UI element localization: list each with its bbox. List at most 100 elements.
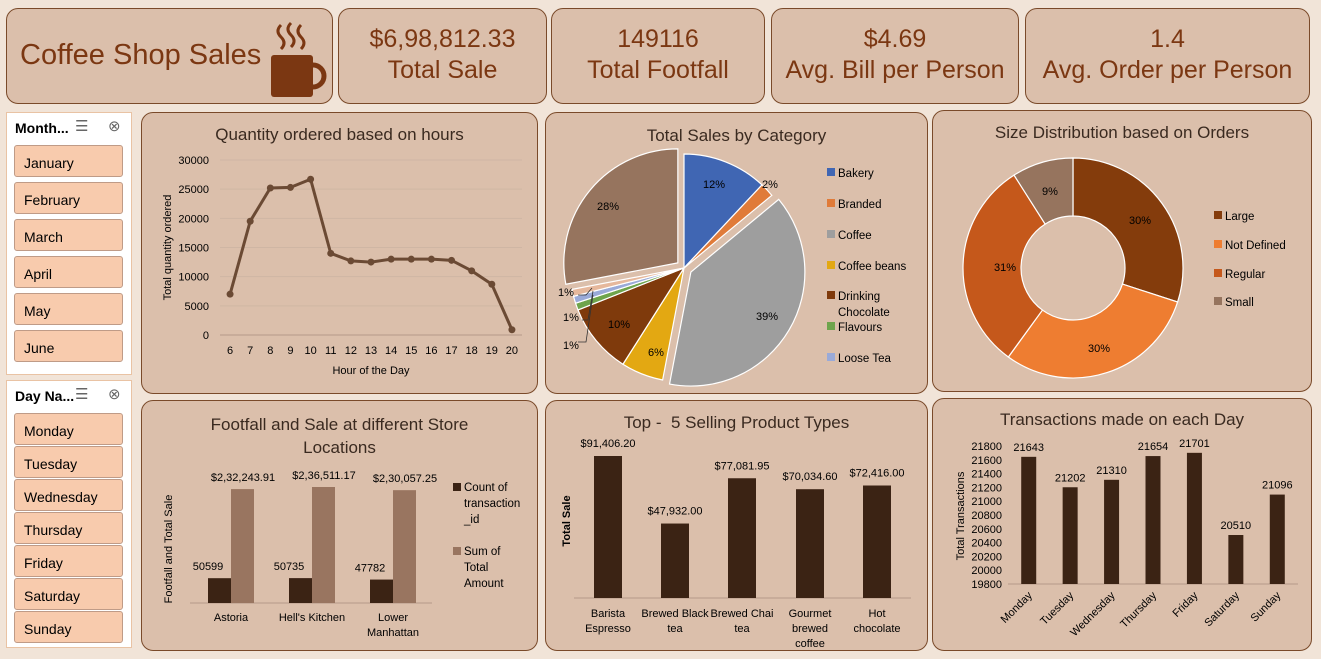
daily-transactions-chart-card: Transactions made on each Day 19800 20000… — [932, 398, 1312, 651]
legend-label: Branded — [838, 199, 881, 211]
x-tick-label: coffee — [795, 638, 825, 650]
x-tick-label: Monday — [999, 589, 1036, 626]
coffee-cup-icon — [271, 21, 327, 97]
y-tick-label: 20000 — [178, 213, 209, 225]
month-item-may[interactable]: May — [14, 293, 123, 325]
bar — [1228, 535, 1244, 584]
x-tick-label: Wednesday — [1068, 589, 1118, 639]
y-tick-label: 10000 — [178, 272, 209, 284]
legend-swatch — [827, 353, 835, 361]
day-item-sunday[interactable]: Sunday — [14, 611, 123, 643]
legend-label: Large — [1225, 211, 1254, 223]
data-label: 39% — [756, 311, 778, 323]
data-label: 21202 — [1055, 472, 1086, 484]
bar-footfall — [208, 578, 231, 603]
bar — [594, 456, 622, 598]
x-tick-label: Hell's Kitchen — [279, 612, 345, 624]
pie-slice — [668, 198, 806, 387]
pie-slice — [571, 267, 685, 298]
month-item-june[interactable]: June — [14, 330, 123, 362]
data-point — [266, 184, 274, 192]
day-item-monday[interactable]: Monday — [14, 413, 123, 445]
page-title: Coffee Shop Sales — [20, 39, 262, 71]
day-item-friday[interactable]: Friday — [14, 545, 123, 577]
chart-title: Quantity ordered based on hours — [215, 125, 464, 144]
day-item-thursday[interactable]: Thursday — [14, 512, 123, 544]
kpi-total-sale: $6,98,812.33 Total Sale — [338, 8, 547, 104]
month-slicer: Month... ☰ ⊗ January February March Apri… — [6, 112, 132, 375]
data-point — [347, 257, 355, 265]
y-tick-label: 21600 — [971, 455, 1002, 467]
data-point — [407, 255, 415, 263]
donut-slice — [1013, 157, 1074, 225]
data-point — [448, 256, 456, 264]
x-tick-label: 7 — [247, 345, 253, 357]
legend-swatch — [827, 261, 835, 269]
x-tick-label: Hot — [868, 608, 885, 620]
chart-title: Size Distribution based on Orders — [994, 123, 1250, 142]
kpi-label: Avg. Order per Person — [1042, 56, 1293, 84]
data-label: 10% — [608, 319, 630, 331]
data-label: 2% — [762, 179, 778, 191]
x-tick-label: Brewed Chai — [711, 608, 774, 620]
day-item-wednesday[interactable]: Wednesday — [14, 479, 123, 511]
data-label: 21654 — [1138, 441, 1169, 453]
x-tick-label: Astoria — [214, 612, 249, 624]
x-tick-label: 8 — [267, 345, 273, 357]
legend-label: Not Defined — [1225, 240, 1286, 252]
month-slicer-header: Month... — [15, 120, 69, 136]
y-axis-title: Footfall and Total Sale — [163, 495, 175, 604]
legend-label: Total — [464, 562, 488, 574]
month-item-march[interactable]: March — [14, 219, 123, 251]
data-label: $91,406.20 — [580, 438, 635, 450]
legend-swatch — [1214, 240, 1222, 248]
clear-filter-icon[interactable]: ⊗ — [108, 386, 121, 403]
bar — [1269, 494, 1285, 584]
x-tick-label: 9 — [287, 345, 293, 357]
day-item-tuesday[interactable]: Tuesday — [14, 446, 123, 478]
x-tick-label: 15 — [405, 345, 417, 357]
bar — [1021, 456, 1037, 584]
data-label: 31% — [994, 262, 1016, 274]
bar — [1186, 452, 1202, 584]
multi-select-icon[interactable]: ☰ — [75, 386, 89, 403]
month-item-february[interactable]: February — [14, 182, 123, 214]
data-label: 1% — [558, 287, 574, 299]
month-item-april[interactable]: April — [14, 256, 123, 288]
legend-label: _id — [463, 514, 479, 526]
x-tick-label: Sunday — [1249, 589, 1284, 624]
category-sales-chart-card: Total Sales by Category 12% 2% 39% 6% 10% 1% 1… — [545, 112, 928, 394]
hourly-quantity-line-chart: 0 5000 10000 15000 20000 25000 30000 6 7 8 9 10 11 12… — [162, 155, 522, 377]
kpi-total-footfall: 149116 Total Footfall — [551, 8, 765, 104]
legend-swatch — [827, 199, 835, 207]
data-label: 50599 — [193, 561, 224, 573]
x-tick-label: Saturday — [1202, 589, 1242, 629]
day-item-saturday[interactable]: Saturday — [14, 578, 123, 610]
y-tick-label: 20600 — [971, 524, 1002, 536]
y-tick-label: 25000 — [178, 184, 209, 196]
legend-swatch — [827, 168, 835, 176]
clear-filter-icon[interactable]: ⊗ — [108, 118, 121, 135]
donut-slice — [962, 174, 1046, 358]
x-axis-title: Hour of the Day — [332, 365, 410, 377]
chart-title: Top - 5 Selling Product Types — [623, 413, 850, 432]
x-tick-label: Gourmet — [789, 608, 832, 620]
multi-select-icon[interactable]: ☰ — [75, 118, 89, 135]
data-label: $47,932.00 — [647, 506, 702, 518]
data-point — [387, 255, 395, 263]
data-label: 12% — [703, 179, 725, 191]
x-tick-label: brewed — [792, 623, 828, 635]
data-point — [246, 217, 254, 225]
data-label: 28% — [597, 201, 619, 213]
x-tick-label: Espresso — [585, 623, 631, 635]
kpi-label: Total Sale — [387, 56, 498, 84]
data-label: 30% — [1129, 215, 1151, 227]
data-point — [508, 326, 516, 334]
y-tick-label: 30000 — [178, 155, 209, 167]
y-tick-label: 20800 — [971, 510, 1002, 522]
kpi-label: Avg. Bill per Person — [785, 56, 1005, 84]
month-item-january[interactable]: January — [14, 145, 123, 177]
day-slicer: Day Na... ☰ ⊗ Monday Tuesday Wednesday T… — [6, 380, 132, 648]
y-tick-label: 15000 — [178, 243, 209, 255]
kpi-label: Total Footfall — [587, 56, 729, 84]
